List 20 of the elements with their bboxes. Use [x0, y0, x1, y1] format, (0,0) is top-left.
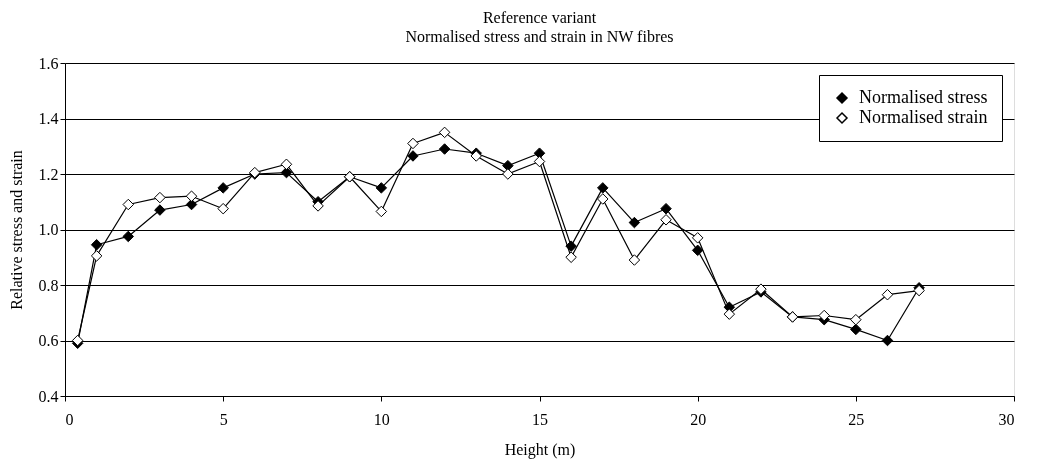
x-tick-label: 10: [373, 410, 390, 428]
y-tick-label: 1.4: [38, 110, 59, 127]
x-tick-label: 15: [532, 410, 548, 428]
x-tick-label: 0: [65, 410, 74, 428]
y-axis-title: Relative stress and strain: [7, 150, 25, 310]
chart-subtitle: Normalised stress and strain in NW fibres: [405, 28, 674, 45]
y-tick-label: 0.4: [38, 387, 59, 405]
y-tick-label: 0.6: [38, 332, 59, 349]
y-tick-label: 0.8: [38, 276, 59, 294]
x-tick-label: 20: [690, 410, 707, 428]
y-tick-label: 1.6: [38, 54, 59, 72]
y-tick-label: 1.0: [38, 221, 59, 238]
x-tick-label: 25: [848, 410, 865, 428]
x-tick-label: 30: [998, 410, 1015, 428]
x-tick-label: 5: [219, 410, 228, 428]
legend-label: Normalised strain: [859, 107, 988, 127]
legend-label: Normalised stress: [859, 87, 988, 107]
x-axis-title: Height (m): [504, 440, 576, 459]
y-tick-label: 1.2: [38, 165, 59, 183]
chart-title: Reference variant: [482, 9, 597, 26]
